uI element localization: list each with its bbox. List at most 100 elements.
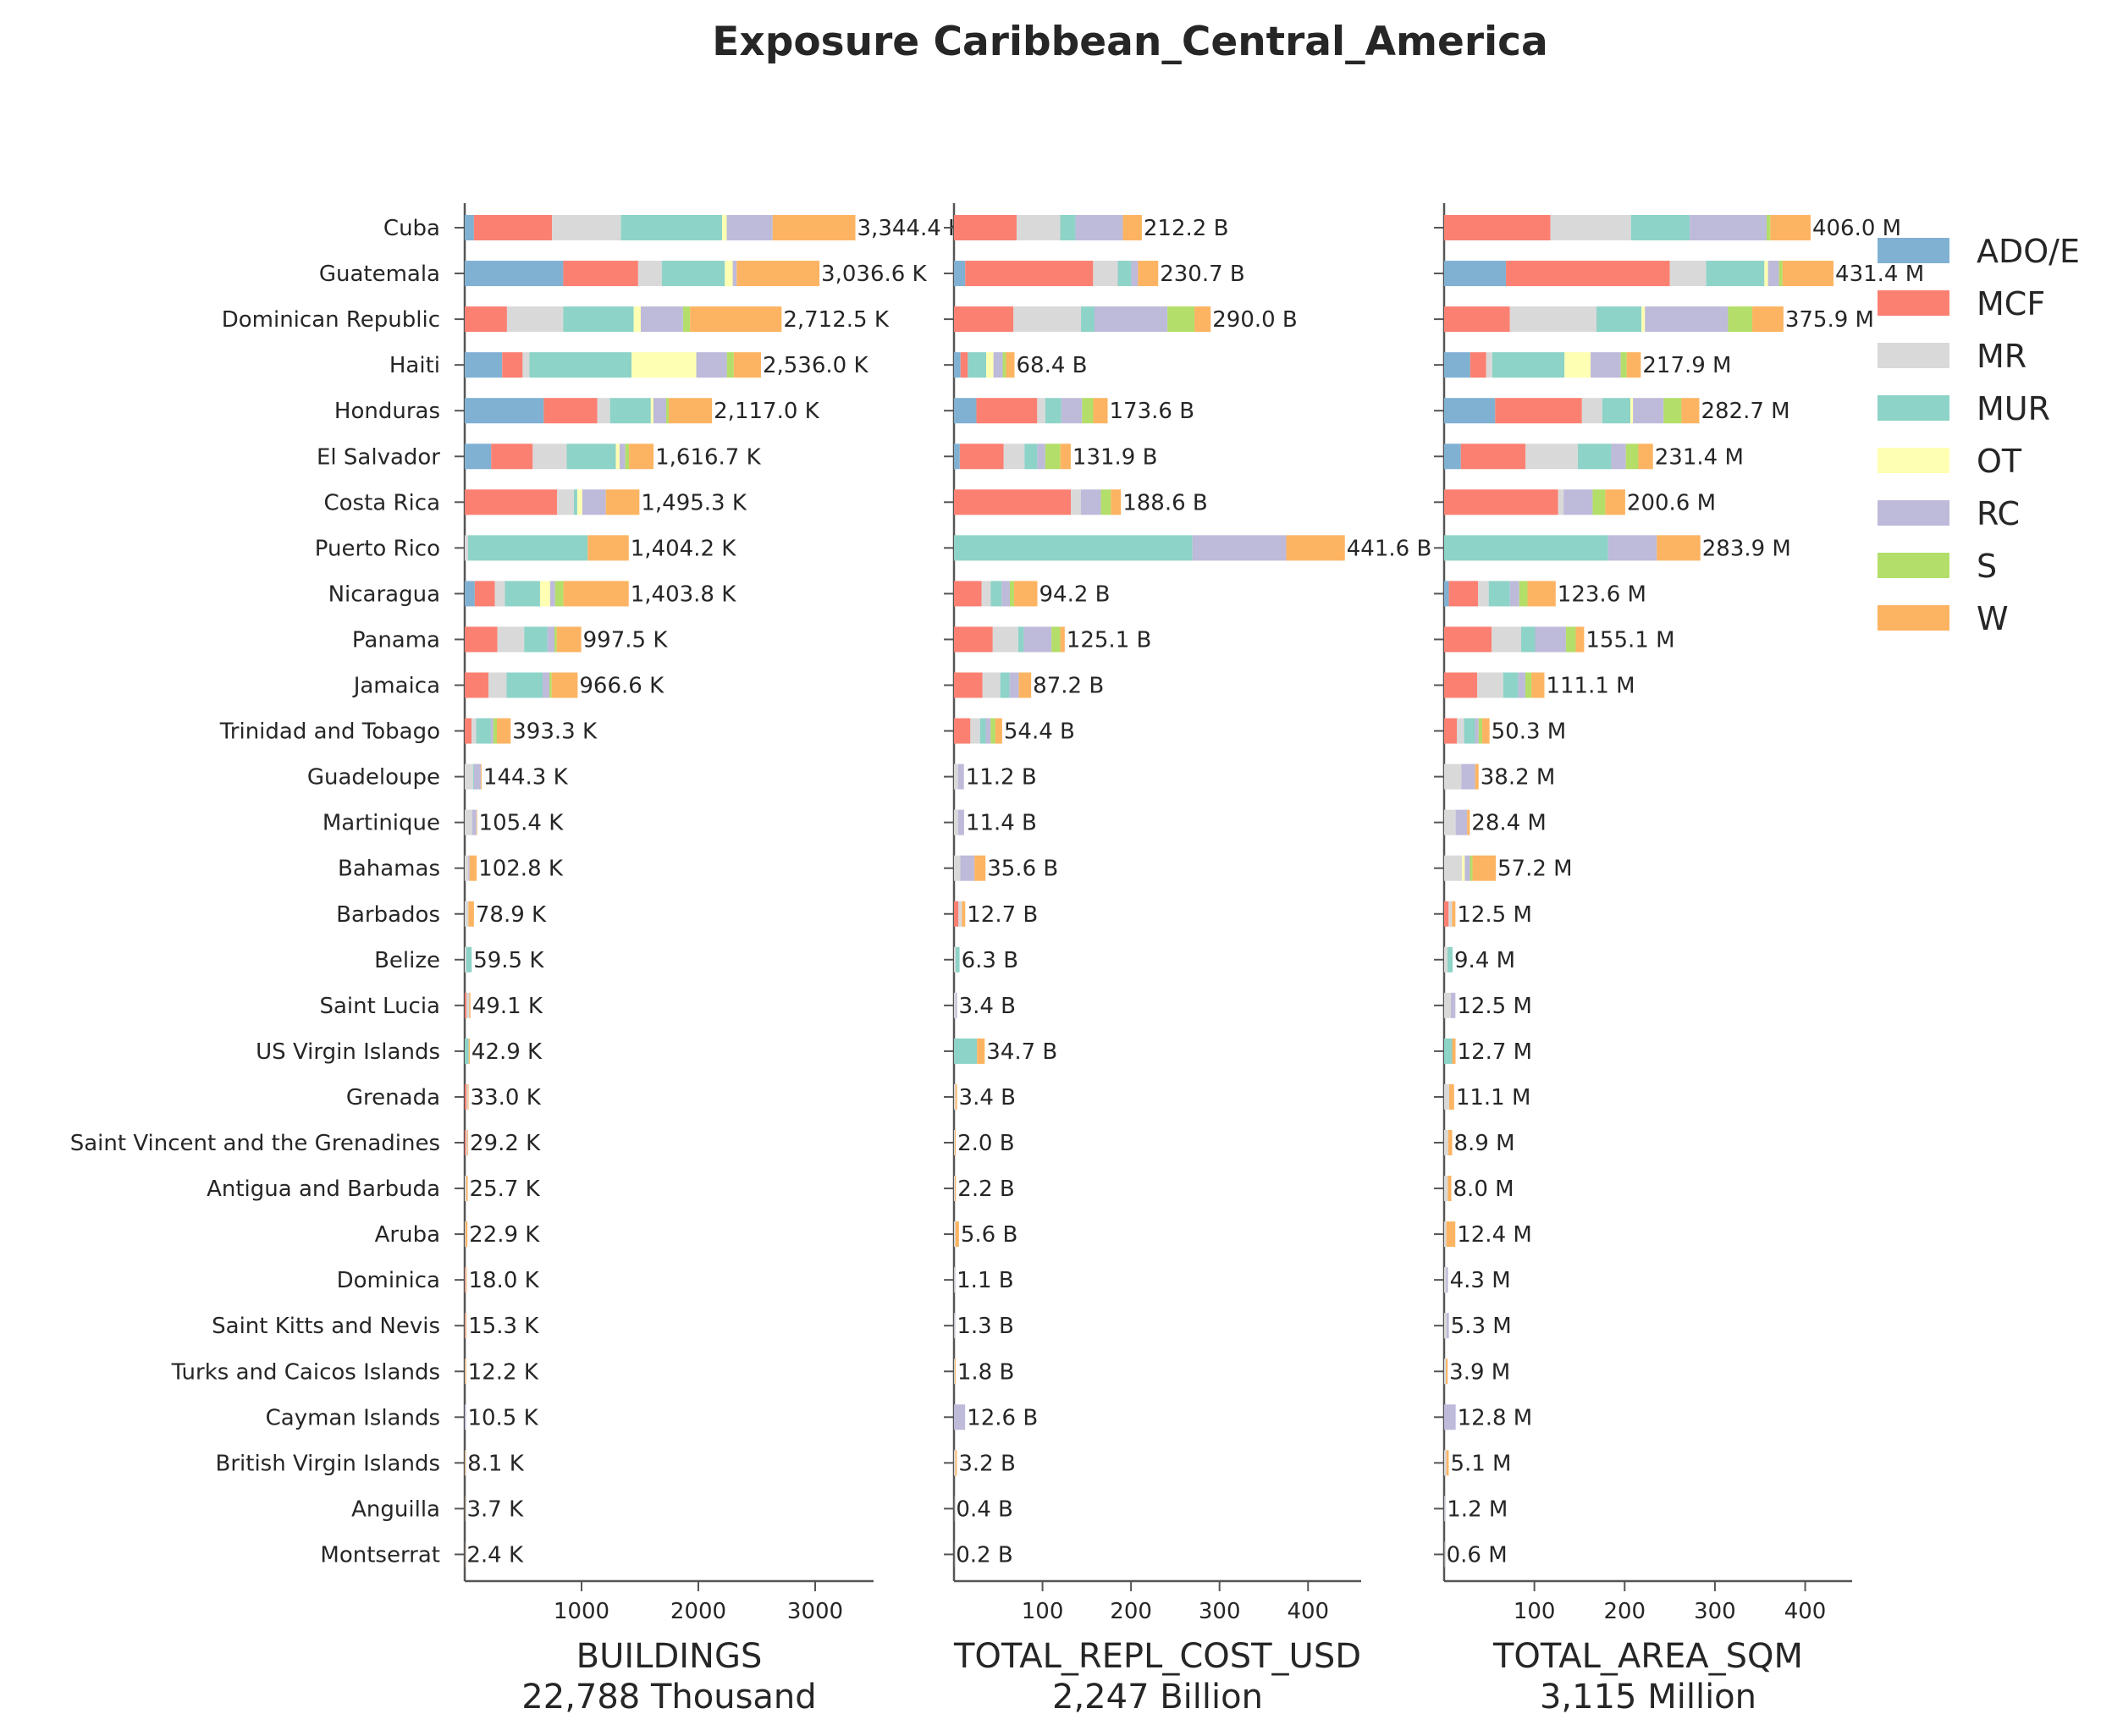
bar-segment-ot — [539, 581, 550, 607]
bar-segment-mur — [979, 718, 986, 744]
bar-segment-w — [955, 1221, 959, 1248]
bar-total-label: 12.4 M — [1457, 1222, 1532, 1248]
bar-total-label: 59.5 K — [473, 948, 544, 973]
bar-segment-mr — [954, 946, 956, 973]
bar-segment-mr — [1444, 992, 1451, 1018]
bar-total-label: 102.8 K — [478, 857, 564, 882]
bar-total-label: 3.2 B — [958, 1451, 1015, 1476]
bar-segment-rc — [471, 809, 477, 835]
bar-total-label: 18.0 K — [468, 1268, 539, 1293]
bar-segment-rc — [957, 809, 964, 835]
category-label-jamaica: Jamaica — [352, 674, 440, 699]
bar-segment-mcf — [954, 489, 1072, 515]
bar-segment-mcf — [954, 672, 983, 698]
bar-segment-mcf — [1444, 215, 1551, 240]
bar-trinidad-and-tobago: 50.3 M — [1444, 718, 1566, 745]
bar-total-label: 68.4 B — [1017, 353, 1088, 378]
bar-dominican-republic: 375.9 M — [1444, 306, 1874, 333]
bar-segment-rc — [582, 489, 606, 515]
bar-segment-mur — [1448, 946, 1453, 973]
legend-label: RC — [1977, 495, 2020, 532]
bar-nicaragua: 1,403.8 K — [465, 581, 736, 607]
bar-segment-mcf — [465, 1130, 466, 1155]
bar-segment-rc — [1518, 672, 1525, 698]
bar-segment-mur — [990, 581, 1002, 607]
bar-segment-rc — [1633, 398, 1664, 424]
x-axis-title: TOTAL_REPL_COST_USD — [953, 1637, 1361, 1676]
x-axis-title: TOTAL_AREA_SQM — [1492, 1637, 1803, 1676]
bar-segment-ot — [650, 398, 653, 424]
bar-segment-mr — [552, 215, 621, 240]
bar-segment-mur — [1596, 306, 1642, 333]
bar-segment-rc — [473, 763, 481, 790]
bar-total-label: 87.2 B — [1033, 674, 1104, 699]
bar-saint-kitts-and-nevis: 5.3 M — [1444, 1313, 1512, 1339]
bar-segment-mcf — [474, 581, 495, 607]
bar-segment-mur — [954, 535, 1193, 561]
bar-segment-w — [690, 306, 782, 333]
bar-total-label: 230.7 B — [1160, 262, 1245, 287]
bar-total-label: 212.2 B — [1144, 216, 1229, 241]
category-label-saint-kitts-and-nevis: Saint Kitts and Nevis — [212, 1314, 440, 1339]
bar-segment-ot — [725, 261, 733, 287]
bar-segment-mcf — [954, 306, 1014, 333]
bar-total-label: 4.3 M — [1450, 1268, 1511, 1293]
bar-segment-mur — [466, 946, 472, 973]
bar-segment-rc — [1094, 306, 1168, 333]
x-tick-label: 3000 — [787, 1599, 843, 1624]
bar-segment-mcf — [465, 672, 489, 698]
bar-segment-w — [1782, 261, 1834, 287]
bar-segment-mur — [1017, 626, 1024, 653]
bar-segment-s — [1778, 261, 1783, 287]
x-tick-label: 400 — [1287, 1599, 1329, 1624]
bar-segment-mr — [597, 398, 610, 424]
bar-segment-mr — [466, 1083, 468, 1110]
x-tick-label: 2000 — [670, 1599, 726, 1624]
bar-saint-vincent-and-the-grenadines: 2.0 B — [954, 1130, 1015, 1156]
bar-total-label: 375.9 M — [1785, 307, 1874, 333]
bar-segment-s — [1625, 444, 1639, 470]
x-tick-label: 1000 — [554, 1599, 609, 1624]
x-tick-label: 100 — [1022, 1599, 1064, 1624]
bar-saint-lucia: 12.5 M — [1444, 992, 1532, 1019]
bar-segment-mur — [954, 1038, 978, 1064]
legend-swatch — [1878, 238, 1949, 263]
bar-total-label: 8.9 M — [1453, 1131, 1514, 1156]
bar-turks-and-caicos-islands: 3.9 M — [1444, 1358, 1510, 1385]
bar-el-salvador: 231.4 M — [1444, 444, 1744, 470]
bar-british-virgin-islands: 5.1 M — [1444, 1450, 1511, 1476]
bar-segment-rc — [1767, 261, 1779, 287]
bar-segment-w — [1446, 1358, 1448, 1385]
bar-segment-mr — [954, 855, 961, 881]
bar-segment-mr — [1003, 444, 1025, 470]
bar-segment-mr — [637, 261, 662, 287]
bar-segment-mcf — [954, 581, 982, 607]
bar-total-label: 38.2 M — [1481, 765, 1556, 791]
bar-total-label: 1,403.8 K — [631, 581, 737, 607]
bar-costa-rica: 200.6 M — [1444, 489, 1716, 515]
category-label-nicaragua: Nicaragua — [328, 581, 440, 607]
bar-anguilla: 0.4 B — [954, 1496, 1013, 1522]
bar-segment-mur — [1000, 672, 1010, 698]
bar-bahamas: 57.2 M — [1444, 855, 1573, 882]
category-label-british-virgin-islands: British Virgin Islands — [216, 1451, 441, 1476]
bar-segment-ado-e — [465, 398, 544, 424]
bar-total-label: 12.5 M — [1457, 902, 1532, 928]
bar-segment-mr — [1444, 1267, 1447, 1293]
bar-segment-w — [629, 444, 654, 470]
bar-guatemala: 3,036.6 K — [465, 261, 928, 287]
bar-segment-mr — [954, 1358, 955, 1385]
bar-panama: 997.5 K — [465, 626, 668, 653]
bar-segment-w — [1452, 901, 1456, 927]
bar-segment-w — [1286, 535, 1345, 561]
bar-dominica: 4.3 M — [1444, 1267, 1511, 1293]
bar-saint-kitts-and-nevis: 1.3 B — [954, 1313, 1014, 1339]
bar-segment-w — [1475, 763, 1479, 790]
bar-segment-ado-e — [465, 261, 564, 287]
bar-segment-rc — [726, 215, 773, 240]
bar-jamaica: 111.1 M — [1444, 672, 1635, 699]
bar-segment-rc — [1080, 489, 1101, 515]
bar-antigua-and-barbuda: 8.0 M — [1444, 1176, 1514, 1202]
bar-segment-rc — [1023, 626, 1052, 653]
bar-segment-s — [1009, 581, 1014, 607]
